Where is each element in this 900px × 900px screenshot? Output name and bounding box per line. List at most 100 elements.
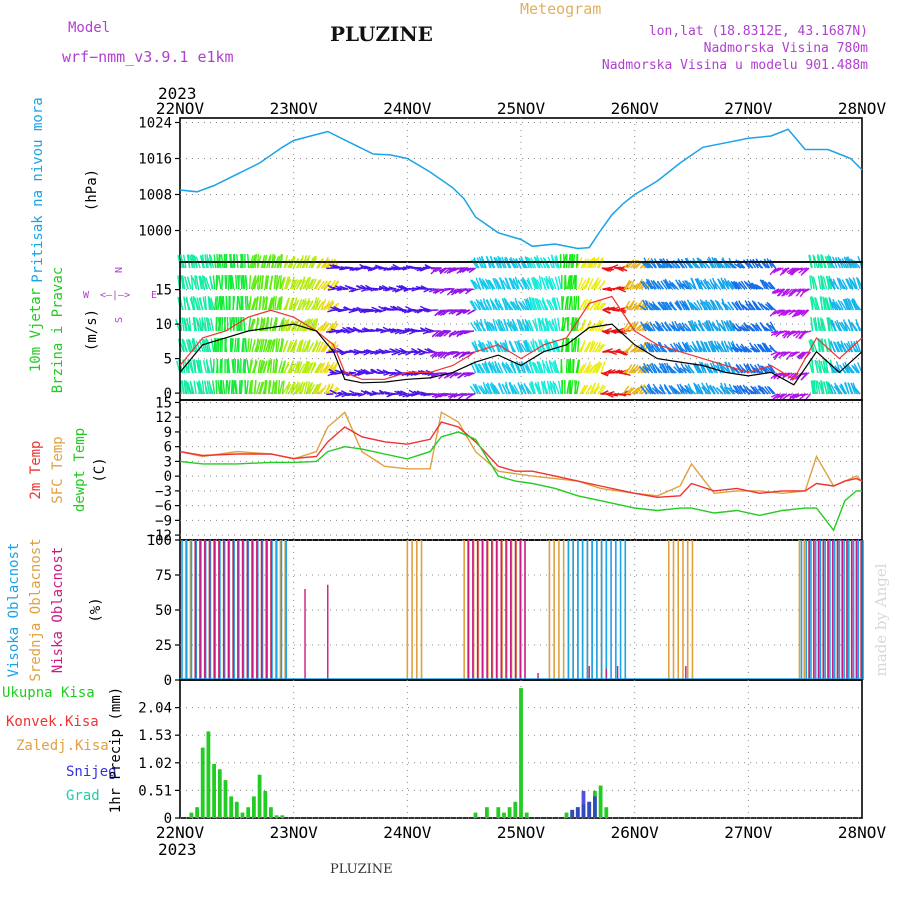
wind-direction-stroke: [397, 351, 406, 356]
wind-direction-stroke: [661, 362, 668, 374]
wind-direction-stroke: [404, 372, 412, 376]
wind-direction-stroke: [766, 322, 774, 332]
wind-direction-stroke: [244, 338, 247, 353]
wind-direction-stroke: [363, 368, 371, 374]
temp-ytick-label: −6: [155, 499, 172, 515]
wind-direction-stroke: [765, 283, 774, 290]
precip-legend-4: Grad: [66, 788, 100, 804]
wind-direction-stroke: [756, 284, 764, 290]
wind-direction-stroke: [266, 360, 272, 374]
wind-direction-stroke: [584, 277, 591, 290]
pressure-line: [179, 128, 863, 250]
wind-direction-stroke: [285, 276, 291, 290]
wind-direction-stroke: [496, 301, 504, 311]
wind-direction-stroke: [519, 301, 527, 311]
wind-direction-stroke: [680, 385, 688, 395]
wind-direction-stroke: [268, 297, 274, 311]
wind-direction-stroke: [645, 367, 654, 374]
wind-direction-stroke: [754, 324, 763, 332]
wind-direction-stroke: [456, 351, 465, 355]
wind-direction-stroke: [817, 318, 822, 332]
wind-direction-stroke: [655, 261, 664, 269]
meteogram-label: Meteogram: [520, 0, 602, 18]
wind-direction-stroke: [317, 257, 325, 269]
wind-direction-stroke: [716, 300, 724, 311]
wind-direction-stroke: [294, 360, 299, 374]
wind-direction-stroke: [800, 351, 809, 356]
wind-direction-stroke: [184, 380, 188, 395]
rain-bar: [496, 807, 501, 818]
wind-direction-stroke: [660, 280, 668, 290]
wind-direction-stroke: [705, 299, 712, 311]
compass-arrows: <—|—>: [100, 290, 130, 301]
wind-direction-stroke: [235, 275, 238, 290]
temp-ytick-label: −12: [147, 528, 172, 544]
wind-direction-stroke: [522, 277, 528, 290]
wind-direction-stroke: [470, 322, 477, 332]
wind-direction-stroke: [682, 303, 690, 311]
wind-direction-stroke: [832, 278, 839, 290]
wind-direction-stroke: [680, 258, 688, 269]
wind-direction-stroke: [690, 277, 697, 290]
wind-direction-stroke: [676, 344, 684, 353]
wind-direction-stroke: [369, 393, 377, 397]
wind-direction-stroke: [824, 359, 829, 374]
wind-direction-stroke: [271, 380, 275, 395]
wind-direction-stroke: [768, 281, 776, 290]
wind-direction-stroke: [320, 258, 328, 269]
wind-direction-stroke: [185, 381, 192, 395]
wind-direction-stroke: [504, 381, 510, 395]
wind-direction-stroke: [273, 275, 277, 290]
wind-direction-stroke: [316, 324, 325, 332]
wind-direction-stroke: [327, 301, 335, 311]
rain-bar: [507, 807, 512, 818]
wind-direction-stroke: [624, 280, 632, 290]
wind-direction-stroke: [683, 300, 691, 311]
wind-direction-stroke: [622, 385, 630, 395]
wind-direction-stroke: [782, 288, 791, 297]
wind-direction-stroke: [591, 257, 599, 269]
wind-direction-stroke: [220, 380, 224, 395]
wind-direction-stroke: [306, 339, 311, 353]
wind-direction-stroke: [714, 299, 721, 311]
wind-direction-stroke: [479, 341, 486, 353]
snow-bar: [581, 790, 586, 818]
wind-direction-stroke: [463, 309, 471, 315]
wind-direction-stroke: [208, 297, 214, 311]
wind-direction-stroke: [492, 277, 498, 290]
wind-direction-stroke: [601, 372, 609, 375]
wind-direction-stroke: [525, 320, 532, 332]
wind-direction-stroke: [449, 267, 457, 271]
wind-direction-stroke: [423, 307, 431, 311]
wind-direction-stroke: [735, 281, 743, 290]
wind-direction-stroke: [720, 319, 727, 332]
wind-direction-stroke: [187, 338, 192, 353]
wind-direction-stroke: [823, 339, 830, 353]
wind-direction-stroke: [770, 351, 778, 356]
wind-direction-stroke: [787, 372, 795, 380]
wind-direction-stroke: [424, 372, 432, 376]
wind-direction-stroke: [230, 275, 233, 290]
wind-direction-stroke: [580, 258, 587, 269]
wind-direction-stroke: [247, 338, 250, 353]
wind-ytick-label: 10: [155, 317, 172, 333]
wind-direction-stroke: [297, 361, 303, 374]
wind-direction-stroke: [785, 288, 793, 296]
wind-direction-stroke: [402, 266, 411, 269]
wind-direction-stroke: [709, 384, 716, 395]
wind-direction-stroke: [739, 384, 747, 395]
wind-direction-stroke: [653, 303, 662, 311]
wind-direction-stroke: [314, 383, 321, 395]
wind-direction-stroke: [721, 258, 728, 269]
wind-direction-stroke: [787, 309, 796, 313]
wind-direction-stroke: [193, 359, 197, 374]
wind-direction-stroke: [831, 301, 839, 311]
wind-direction-stroke: [269, 275, 274, 290]
wind-direction-stroke: [676, 299, 683, 311]
wind-direction-stroke: [651, 387, 659, 395]
wind-direction-stroke: [548, 360, 554, 374]
wind-direction-stroke: [736, 263, 745, 269]
wind-direction-stroke: [400, 349, 409, 353]
wind-direction-stroke: [534, 341, 541, 353]
wind-direction-stroke: [746, 324, 754, 332]
